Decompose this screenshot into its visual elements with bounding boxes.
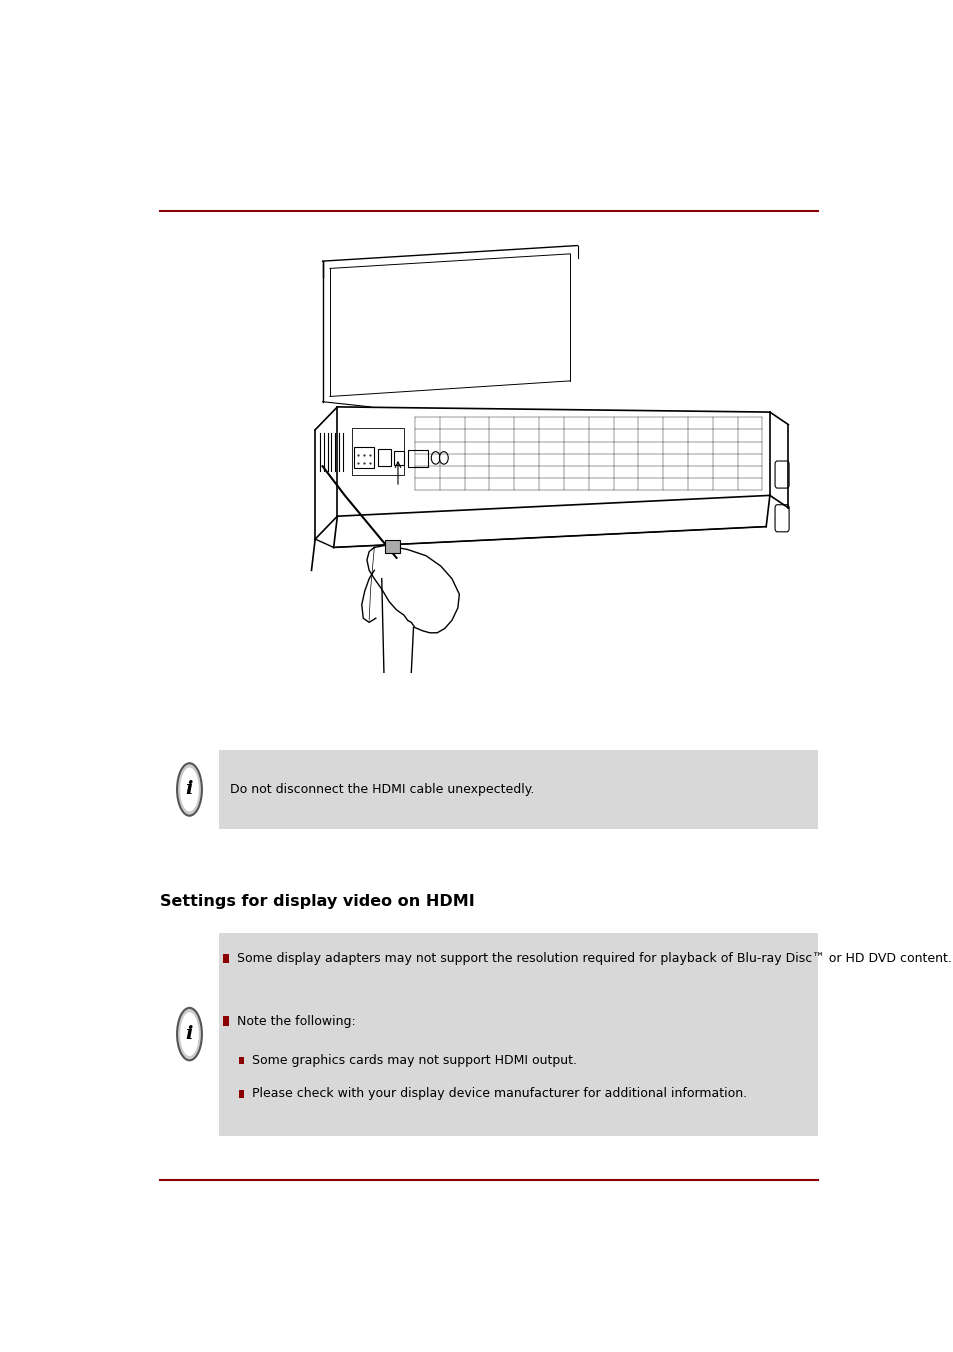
FancyBboxPatch shape [774, 461, 788, 488]
Text: Note the following:: Note the following: [236, 1014, 355, 1028]
Text: Please check with your display device manufacturer for additional information.: Please check with your display device ma… [252, 1087, 746, 1101]
Circle shape [431, 452, 439, 464]
Bar [239, 1090, 244, 1098]
Circle shape [439, 452, 448, 464]
Ellipse shape [177, 764, 202, 815]
Bar [377, 449, 391, 466]
Text: Settings for display video on HDMI: Settings for display video on HDMI [160, 894, 475, 909]
Bar [394, 450, 403, 465]
Bar [219, 750, 817, 829]
Ellipse shape [180, 1013, 198, 1056]
Text: Some graphics cards may not support HDMI output.: Some graphics cards may not support HDMI… [252, 1055, 577, 1067]
Text: i: i [186, 780, 193, 799]
Bar [407, 450, 428, 468]
Ellipse shape [180, 768, 198, 811]
Text: i: i [186, 1025, 193, 1044]
Bar [222, 955, 229, 964]
Bar [222, 1017, 229, 1026]
Bar [354, 448, 374, 468]
Text: Do not disconnect the HDMI cable unexpectedly.: Do not disconnect the HDMI cable unexpec… [230, 783, 534, 796]
Bar [219, 933, 817, 1136]
Text: Some display adapters may not support the resolution required for playback of Bl: Some display adapters may not support th… [236, 952, 951, 965]
FancyBboxPatch shape [774, 504, 788, 531]
Bar [385, 541, 400, 553]
Bar [239, 1057, 244, 1064]
Bar [352, 427, 403, 475]
Ellipse shape [177, 1007, 202, 1060]
